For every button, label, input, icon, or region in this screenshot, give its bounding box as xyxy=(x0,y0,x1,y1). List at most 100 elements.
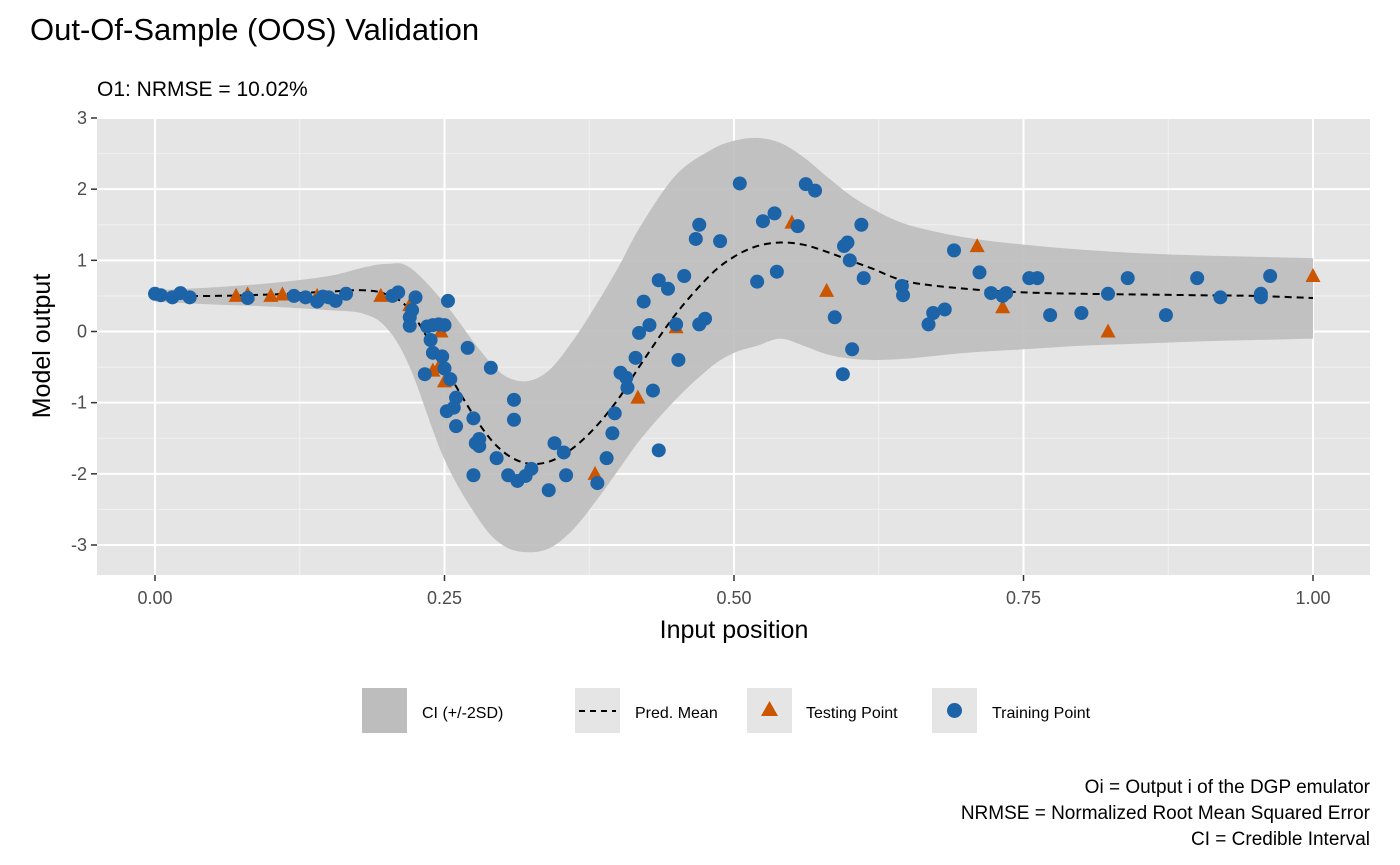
legend: CI (+/-2SD) Pred. Mean Testing Point Tra… xyxy=(362,688,1091,733)
training-point xyxy=(423,333,438,348)
training-point xyxy=(1253,286,1268,301)
training-point xyxy=(645,383,660,398)
training-point xyxy=(506,412,521,427)
training-point xyxy=(713,234,728,249)
training-point xyxy=(642,318,657,333)
training-point xyxy=(808,183,823,198)
training-point xyxy=(827,310,842,325)
testing-point xyxy=(274,286,290,301)
training-point xyxy=(607,406,622,421)
x-tick-label: 0.25 xyxy=(427,588,462,608)
training-point xyxy=(437,361,452,376)
y-tick-label: 1 xyxy=(77,250,87,270)
training-point xyxy=(677,268,692,283)
training-point xyxy=(1213,290,1228,305)
chart-subtitle: O1: NRMSE = 10.02% xyxy=(97,78,308,101)
training-point xyxy=(698,311,713,326)
training-point xyxy=(472,439,487,454)
training-point xyxy=(636,294,651,309)
training-point xyxy=(506,392,521,407)
training-point xyxy=(769,264,784,279)
legend-key-training xyxy=(947,703,962,718)
testing-point xyxy=(969,238,985,253)
testing-point xyxy=(995,299,1011,314)
legend-item-testing: Testing Point xyxy=(747,688,898,733)
training-point xyxy=(547,436,562,451)
training-point xyxy=(840,235,855,250)
legend-label-ci: CI (+/-2SD) xyxy=(422,705,503,722)
training-point xyxy=(632,325,647,340)
y-tick-label: 3 xyxy=(77,108,87,128)
training-point xyxy=(1043,308,1058,323)
y-tick-label: 0 xyxy=(77,322,87,342)
training-point xyxy=(599,451,614,466)
training-point xyxy=(435,349,450,364)
x-tick-label: 0.00 xyxy=(137,588,172,608)
y-tick-label: -3 xyxy=(71,535,87,555)
training-point xyxy=(926,305,941,320)
training-point xyxy=(153,288,168,303)
training-point xyxy=(688,231,703,246)
training-point xyxy=(328,293,343,308)
legend-key-testing xyxy=(761,701,778,716)
training-point xyxy=(443,372,458,387)
training-point xyxy=(590,476,605,491)
testing-point xyxy=(1100,323,1116,338)
training-point xyxy=(449,419,464,434)
training-point xyxy=(790,219,805,234)
training-point xyxy=(408,290,423,305)
training-point xyxy=(999,286,1014,301)
training-point xyxy=(1120,271,1135,286)
training-point xyxy=(298,290,313,305)
training-point xyxy=(240,291,255,306)
training-point xyxy=(559,468,574,483)
training-point xyxy=(405,303,420,318)
training-point xyxy=(854,217,869,232)
y-tick-label: 2 xyxy=(77,179,87,199)
legend-item-training: Training Point xyxy=(932,688,1091,733)
y-axis-label: Model output xyxy=(28,274,56,419)
caption: Oi = Output i of the DGP emulator NRMSE … xyxy=(961,777,1371,850)
training-point xyxy=(767,206,782,221)
training-point xyxy=(1158,308,1173,323)
training-point xyxy=(541,483,556,498)
training-point xyxy=(182,290,197,305)
training-point xyxy=(466,411,481,426)
training-point xyxy=(660,281,675,296)
y-tick-label: -2 xyxy=(71,464,87,484)
x-tick-label: 0.50 xyxy=(716,588,751,608)
x-axis: 0.00 0.25 0.50 0.75 1.00 xyxy=(137,575,1331,608)
caption-line-2: NRMSE = Normalized Root Mean Squared Err… xyxy=(961,803,1371,824)
x-axis-label: Input position xyxy=(660,616,809,644)
testing-point xyxy=(1305,267,1321,282)
training-point xyxy=(750,274,765,289)
caption-line-1: Oi = Output i of the DGP emulator xyxy=(1085,777,1371,798)
training-point xyxy=(732,176,747,191)
training-point xyxy=(692,217,707,232)
training-point xyxy=(669,317,684,332)
training-point xyxy=(391,285,406,300)
training-point xyxy=(483,360,498,375)
training-point xyxy=(937,302,952,317)
training-points xyxy=(148,176,1278,498)
training-point xyxy=(402,318,417,333)
ci-band xyxy=(155,137,1313,553)
training-point xyxy=(286,288,301,303)
training-point xyxy=(524,461,539,476)
legend-label-training: Training Point xyxy=(992,705,1091,722)
training-point xyxy=(1030,271,1045,286)
y-tick-label: -1 xyxy=(71,393,87,413)
legend-label-mean: Pred. Mean xyxy=(635,705,718,722)
x-tick-label: 1.00 xyxy=(1295,588,1330,608)
training-point xyxy=(556,445,571,460)
testing-point xyxy=(819,282,835,297)
training-point xyxy=(835,367,850,382)
training-point xyxy=(417,367,432,382)
training-point xyxy=(489,451,504,466)
training-point xyxy=(896,288,911,303)
training-point xyxy=(605,426,620,441)
training-point xyxy=(1263,268,1278,283)
training-point xyxy=(842,253,857,268)
training-point xyxy=(856,271,871,286)
training-point xyxy=(628,350,643,365)
